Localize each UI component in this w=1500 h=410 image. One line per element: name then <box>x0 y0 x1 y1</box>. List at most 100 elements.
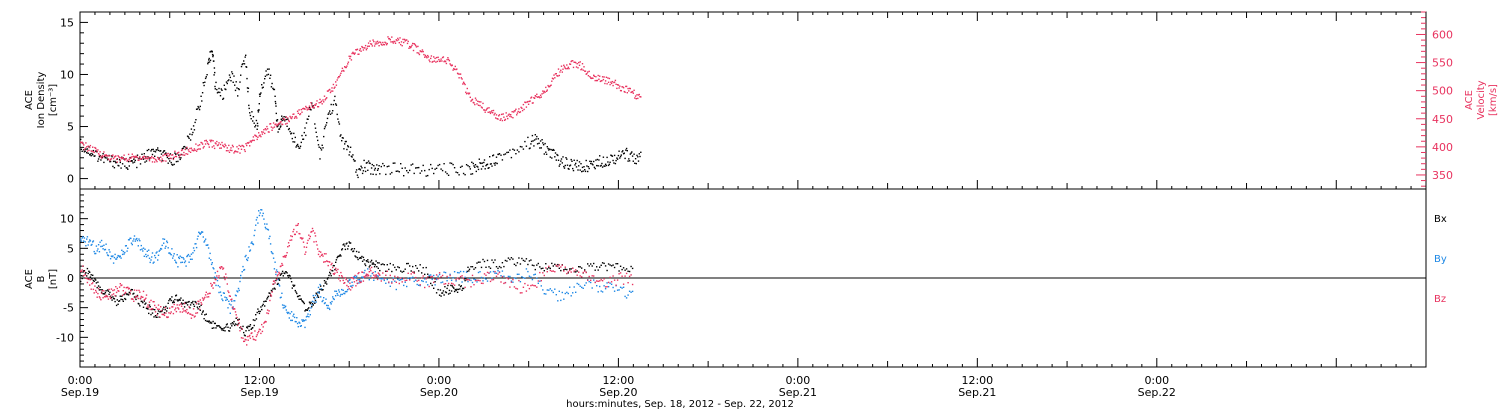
density-point <box>537 138 539 140</box>
By-point <box>585 282 587 284</box>
By-point <box>470 279 472 282</box>
By-point <box>147 254 149 257</box>
Bx-point <box>413 271 415 273</box>
density-point <box>616 158 619 160</box>
By-point <box>315 301 317 303</box>
Bz-point <box>97 292 99 295</box>
velocity-point <box>291 116 293 118</box>
By-point <box>286 311 288 314</box>
Bz-point <box>371 277 373 279</box>
density-point <box>316 136 318 138</box>
density-point <box>202 82 204 84</box>
Bx-point <box>306 309 308 311</box>
Bx-point <box>91 278 93 280</box>
Bx-point <box>170 299 172 302</box>
density-point <box>547 147 549 150</box>
density-point <box>320 149 323 151</box>
Bz-point <box>172 312 175 315</box>
Bx-point <box>388 268 390 271</box>
Bz-point <box>621 275 623 277</box>
density-point <box>557 159 560 161</box>
By-point <box>353 275 356 278</box>
Bx-point <box>321 289 323 291</box>
Bz-point <box>105 294 107 297</box>
By-point <box>303 320 305 322</box>
density-point <box>611 155 614 157</box>
Bz-point <box>376 275 378 278</box>
Bx-point <box>355 250 358 253</box>
velocity-point <box>593 75 596 77</box>
density-point <box>125 167 127 169</box>
legend-bx: Bx <box>1434 214 1447 225</box>
density-point <box>401 167 403 169</box>
velocity-point <box>415 46 418 48</box>
velocity-point <box>214 142 216 144</box>
Bx-point <box>351 248 353 250</box>
velocity-point <box>625 85 628 88</box>
density-tick-label: 0 <box>67 173 74 186</box>
density-point <box>377 168 379 170</box>
velocity-point <box>191 149 193 151</box>
velocity-point <box>473 102 475 104</box>
density-point <box>319 158 321 160</box>
Bz-point <box>176 304 178 306</box>
velocity-point <box>160 156 162 158</box>
velocity-point <box>269 123 272 125</box>
Bx-point <box>157 312 159 315</box>
Bz-point <box>138 289 140 292</box>
density-point <box>85 148 87 150</box>
density-point <box>578 161 581 163</box>
By-point <box>260 209 262 211</box>
Bz-point <box>183 310 185 312</box>
velocity-point <box>189 151 192 153</box>
velocity-point <box>285 116 287 118</box>
density-point <box>218 87 220 90</box>
density-point <box>407 171 409 174</box>
density-point <box>388 165 390 167</box>
velocity-point <box>530 97 532 99</box>
By-point <box>266 228 269 230</box>
Bz-point <box>326 260 329 263</box>
velocity-point <box>538 96 540 98</box>
Bx-point <box>607 263 610 265</box>
velocity-point <box>365 49 368 51</box>
By-point <box>121 253 124 256</box>
velocity-point <box>457 73 459 75</box>
By-point <box>277 279 279 281</box>
By-point <box>123 253 125 255</box>
By-point <box>555 294 557 296</box>
Bx-point <box>275 277 278 279</box>
Bz-point <box>416 280 418 282</box>
density-point <box>274 95 276 97</box>
Bz-point <box>317 253 320 256</box>
density-point <box>607 164 610 167</box>
Bz-point <box>142 290 145 293</box>
Bx-point <box>593 262 595 265</box>
Bx-point <box>356 256 359 259</box>
Bx-point <box>497 267 499 270</box>
density-point <box>386 165 388 168</box>
By-point <box>145 256 148 258</box>
By-point <box>569 286 571 288</box>
Bx-point <box>395 269 397 271</box>
velocity-point <box>198 148 200 150</box>
By-point <box>198 231 200 233</box>
velocity-point <box>408 47 410 49</box>
velocity-point <box>173 156 175 158</box>
velocity-point <box>153 157 155 160</box>
By-point <box>222 299 224 302</box>
Bx-point <box>138 303 140 305</box>
Bz-point <box>440 276 442 278</box>
By-point <box>525 268 528 270</box>
density-point <box>610 154 613 157</box>
Bz-point <box>189 313 192 315</box>
Bz-point <box>564 266 566 268</box>
velocity-point <box>234 150 236 153</box>
velocity-point <box>216 140 218 143</box>
Bx-point <box>441 292 444 294</box>
Bz-point <box>470 286 472 288</box>
By-point <box>320 288 323 290</box>
density-point <box>221 89 223 91</box>
Bz-point <box>201 303 203 305</box>
